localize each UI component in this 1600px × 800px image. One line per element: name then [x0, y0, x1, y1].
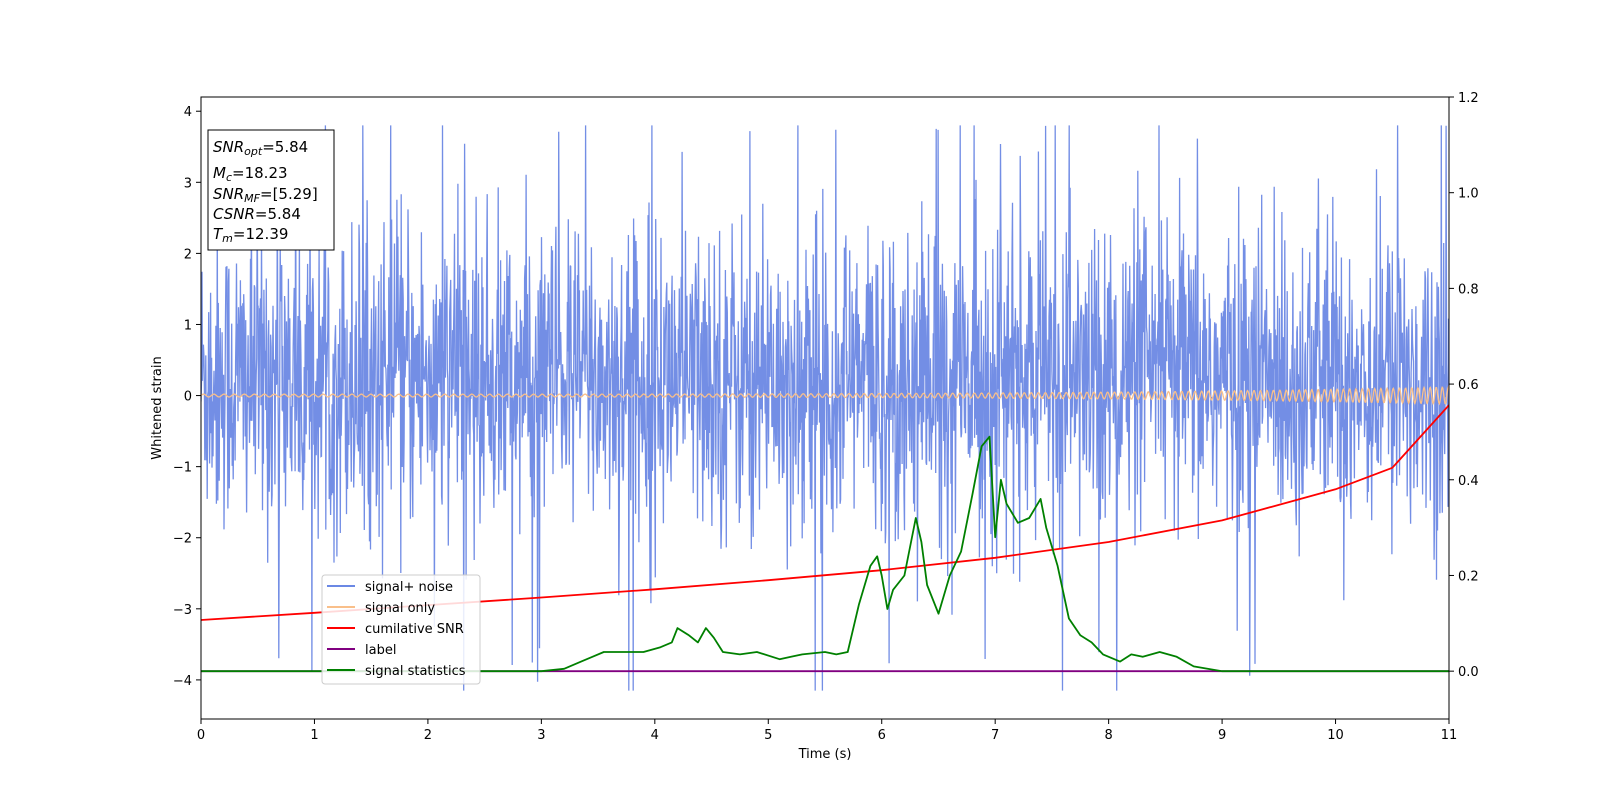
stat-mc: Mc=18.23: [213, 164, 288, 184]
y-tick-label: 4: [184, 105, 192, 120]
y-tick-label: −1: [173, 461, 192, 476]
y-tick-label: 2: [184, 247, 192, 262]
y2-tick-label: 1.0: [1458, 187, 1479, 202]
y2-tick-label: 0.6: [1458, 378, 1479, 393]
y-axis-ticks: 4 3 2 1 0 −1 −2 −3 −4: [173, 105, 201, 689]
y-axis-title: Whitened strain: [150, 356, 165, 459]
x-tick-label: 0: [197, 728, 205, 743]
y2-tick-label: 0.2: [1458, 569, 1479, 584]
legend: signal+ noise signal only cumilative SNR…: [321, 574, 481, 685]
y-tick-label: 3: [184, 176, 192, 191]
x-tick-label: 2: [424, 728, 432, 743]
x-tick-label: 9: [1218, 728, 1226, 743]
y-tick-label: −3: [173, 603, 192, 618]
stat-snr-opt: SNRopt=5.84: [213, 138, 308, 158]
x-tick-label: 5: [764, 728, 772, 743]
legend-frame: [321, 574, 481, 685]
y-tick-label: −4: [173, 674, 192, 689]
series-signal-statistics: [201, 435, 1449, 673]
legend-label-signal-statistics: signal statistics: [365, 664, 466, 679]
legend-label-signal-only: signal only: [365, 601, 435, 616]
x-axis-ticks: 0 1 2 3 4 5 6 7 8 9 10 11: [197, 719, 1457, 743]
stat-snr-mf: SNRMF=[5.29]: [213, 185, 318, 205]
y2-axis-ticks: 0.0 0.2 0.4 0.6 0.8 1.0 1.2: [1449, 91, 1479, 680]
series-signal-noise: [201, 125, 1449, 691]
x-tick-label: 6: [878, 728, 886, 743]
stat-tm: Tm=12.39: [213, 225, 288, 245]
x-tick-label: 1: [310, 728, 318, 743]
x-tick-label: 3: [537, 728, 545, 743]
series-signal-only: [201, 385, 1449, 406]
x-tick-label: 8: [1104, 728, 1112, 743]
y-tick-label: 0: [184, 390, 192, 405]
x-tick-label: 10: [1327, 728, 1344, 743]
x-tick-label: 7: [991, 728, 999, 743]
stats-box-frame: [207, 129, 335, 251]
y2-tick-label: 1.2: [1458, 91, 1479, 106]
legend-label-label: label: [365, 643, 396, 658]
y2-tick-label: 0.4: [1458, 474, 1479, 489]
x-tick-label: 11: [1441, 728, 1458, 743]
y2-tick-label: 0.8: [1458, 282, 1479, 297]
y-tick-label: −2: [173, 532, 192, 547]
legend-label-cumulative-snr: cumilative SNR: [365, 622, 464, 637]
x-axis-title: Time (s): [798, 747, 852, 762]
stats-box: SNRopt=5.84 Mc=18.23 SNRMF=[5.29] CSNR=5…: [207, 129, 335, 251]
plot-frame: [200, 96, 1450, 720]
stat-csnr: CSNR=5.84: [213, 205, 301, 223]
legend-label-signal-noise: signal+ noise: [365, 580, 453, 595]
x-tick-label: 4: [651, 728, 659, 743]
y-tick-label: 1: [184, 318, 192, 333]
y2-tick-label: 0.0: [1458, 665, 1479, 680]
